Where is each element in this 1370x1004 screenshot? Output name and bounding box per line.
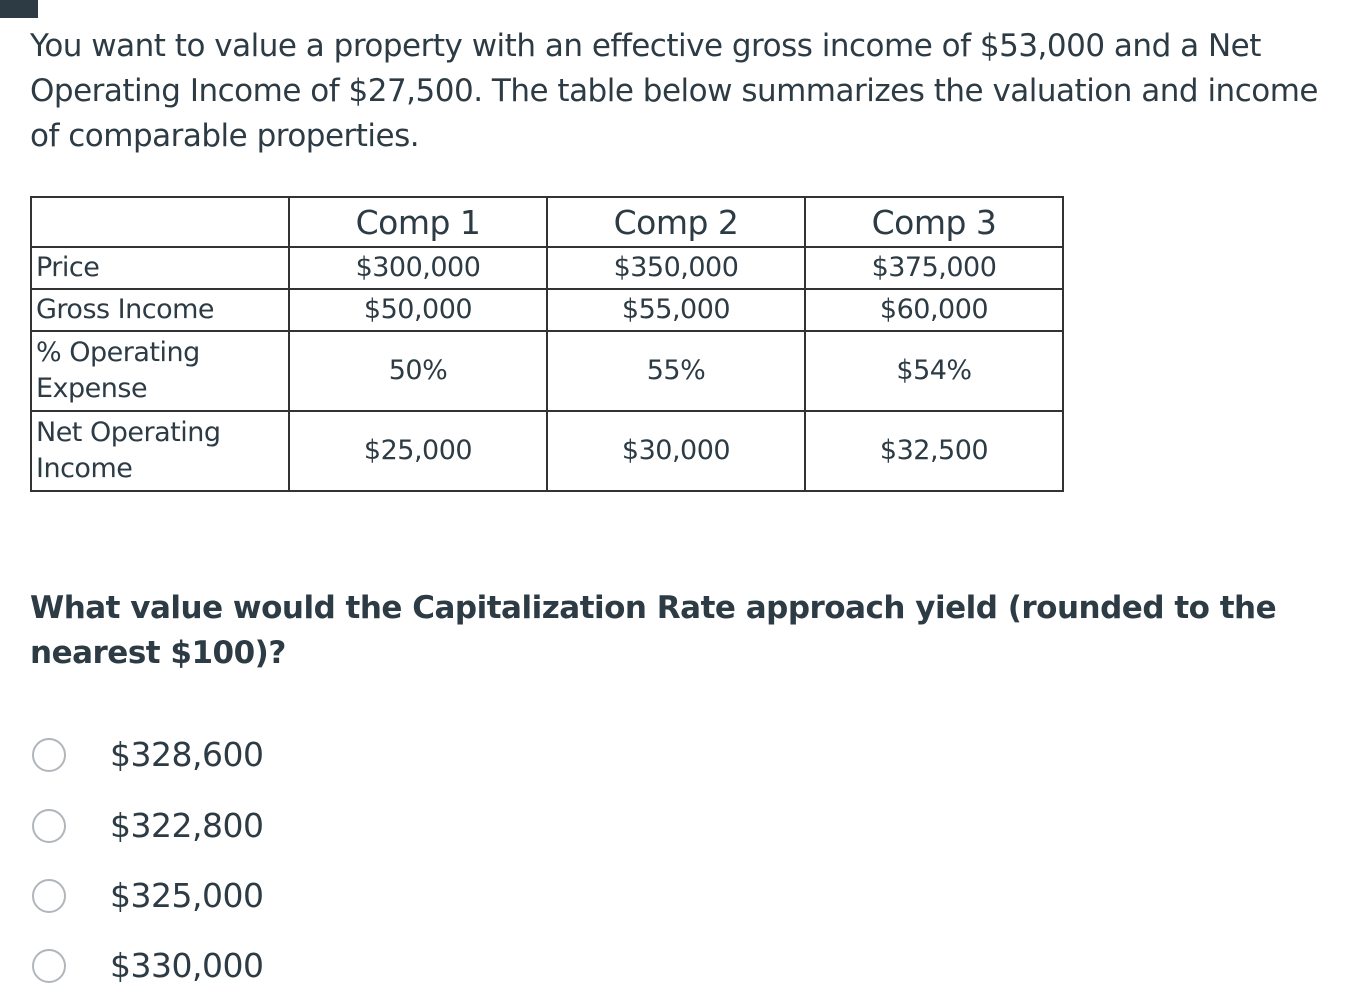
header-cell: Comp 3 <box>804 196 1064 248</box>
answer-option[interactable]: $328,600 <box>32 735 264 774</box>
option-label: $330,000 <box>110 946 264 985</box>
table-row: Gross Income $50,000 $55,000 $60,000 <box>30 288 1064 332</box>
table-cell: $375,000 <box>804 246 1064 290</box>
table-cell: Net Operating Income <box>30 410 290 492</box>
table-cell: $30,000 <box>546 410 806 492</box>
option-label: $322,800 <box>110 806 264 845</box>
answer-option[interactable]: $322,800 <box>32 806 264 845</box>
table-row: Price $300,000 $350,000 $375,000 <box>30 246 1064 290</box>
table-cell: Price <box>30 246 290 290</box>
table-row: Net Operating Income $25,000 $30,000 $32,50… <box>30 410 1064 492</box>
radio-button[interactable] <box>32 808 66 843</box>
radio-button[interactable] <box>32 737 66 772</box>
header-cell: Comp 2 <box>546 196 806 248</box>
comps-table: Comp 1 Comp 2 Comp 3 Price $300,000 $350,0… <box>30 196 1064 492</box>
option-label: $328,600 <box>110 735 264 774</box>
answer-option[interactable]: $330,000 <box>32 946 264 985</box>
table-cell: $350,000 <box>546 246 806 290</box>
corner-bar <box>0 0 38 18</box>
table-cell: $32,500 <box>804 410 1064 492</box>
table-cell: $50,000 <box>288 288 548 332</box>
table-cell: % Operating Expense <box>30 330 290 412</box>
table-cell: $300,000 <box>288 246 548 290</box>
radio-button[interactable] <box>32 878 66 913</box>
header-cell <box>30 196 290 248</box>
answer-option[interactable]: $325,000 <box>32 876 264 915</box>
table-cell: 50% <box>288 330 548 412</box>
table-cell: Gross Income <box>30 288 290 332</box>
table-cell: $25,000 <box>288 410 548 492</box>
table-row: % Operating Expense 50% 55% $54% <box>30 330 1064 412</box>
header-cell: Comp 1 <box>288 196 548 248</box>
table-cell: $60,000 <box>804 288 1064 332</box>
intro-text: You want to value a property with an eff… <box>30 28 1319 154</box>
radio-button[interactable] <box>32 948 66 983</box>
header-row: Comp 1 Comp 2 Comp 3 <box>30 196 1064 248</box>
table-cell: $55,000 <box>546 288 806 332</box>
table-cell: 55% <box>546 330 806 412</box>
table-cell: $54% <box>804 330 1064 412</box>
prompt-text: What value would the Capitalization Rate… <box>30 590 1277 671</box>
option-label: $325,000 <box>110 876 264 915</box>
